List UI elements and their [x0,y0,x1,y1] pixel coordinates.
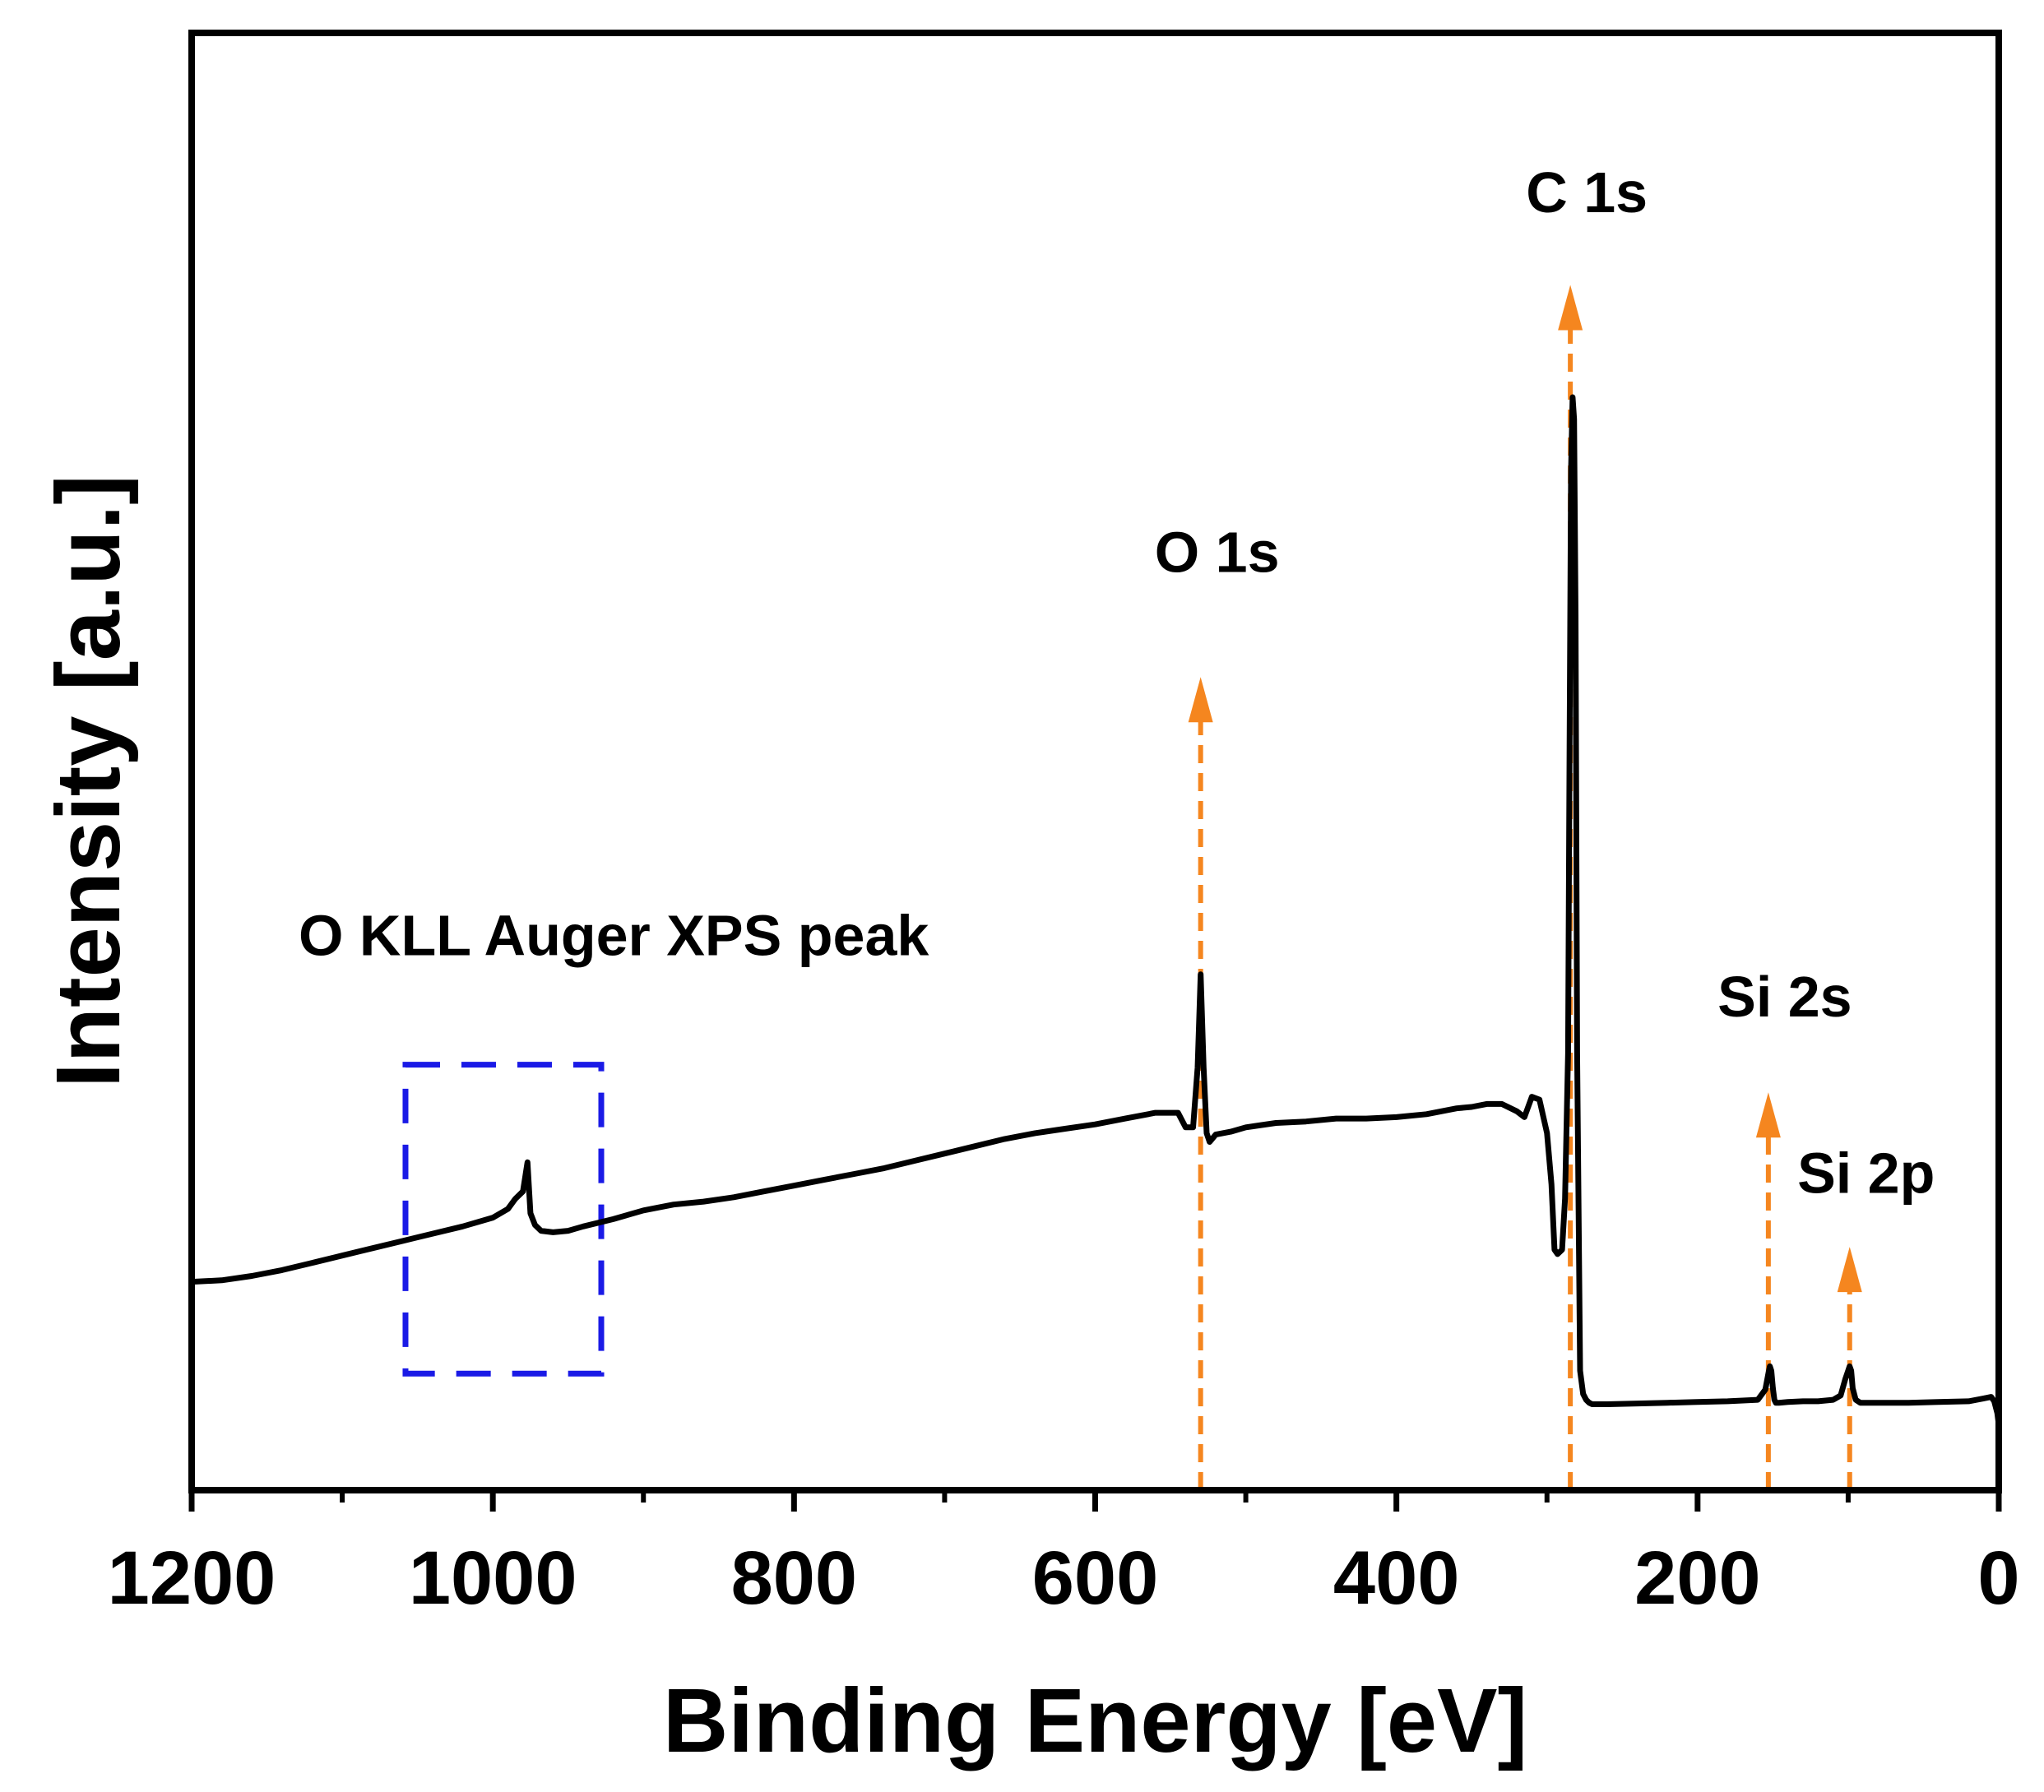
x-tick-label: 0 [1977,1536,2019,1620]
x-tick-label: 1000 [409,1536,577,1620]
y-axis-title: Intensity [a.u.] [38,475,139,1088]
x-tick-label: 800 [731,1536,858,1620]
peak-label: Si 2s [1717,965,1852,1029]
peak-label: Si 2p [1797,1141,1935,1206]
x-tick-label: 400 [1333,1536,1460,1620]
peak-label: C 1s [1526,160,1648,225]
annotation-arrowhead [1755,1092,1781,1138]
x-axis-title: Binding Energy [eV] [663,1670,1527,1771]
peak-label: O 1s [1155,521,1280,585]
x-axis-ticks: 1200 1000 800 600 400 200 0 [108,1490,2020,1620]
annotation-arrowhead [1837,1247,1862,1293]
x-tick-label: 1200 [108,1536,276,1620]
annotation-arrowhead [1188,677,1213,723]
annotation-arrowhead [1558,285,1583,331]
x-tick-label: 600 [1032,1536,1159,1620]
spectrum-line [191,394,2002,1425]
plot-frame [188,30,2002,1493]
peak-annotations: O 1s C 1s Si 2s Si 2p [1155,160,1935,1490]
auger-region-box [402,1062,605,1377]
auger-region-label: O KLL Auger XPS peak [299,904,929,968]
x-tick-label: 200 [1634,1536,1761,1620]
